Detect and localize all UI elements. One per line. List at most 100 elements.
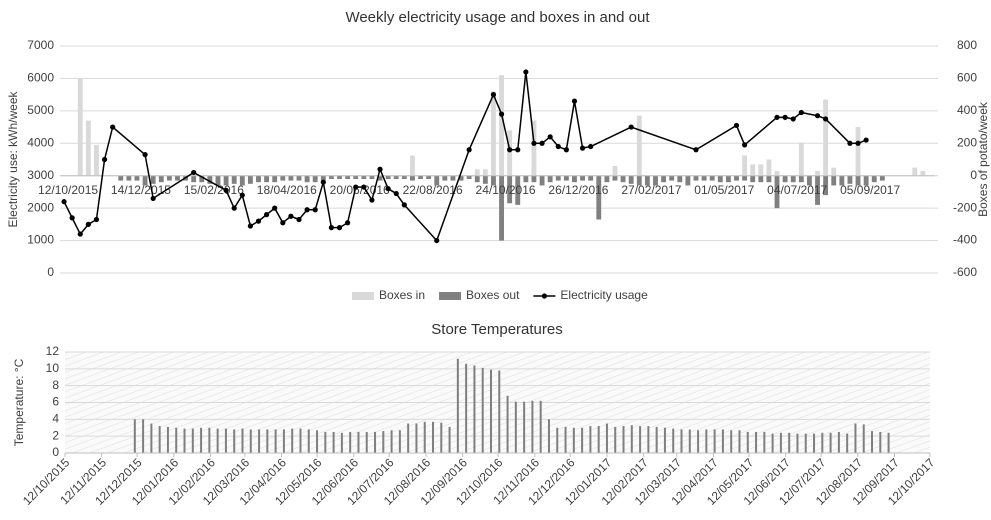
bar [299, 428, 302, 453]
bar [788, 432, 791, 453]
line-marker [93, 216, 100, 223]
line-segment [225, 189, 235, 209]
line-segment [573, 101, 584, 149]
bar [628, 175, 634, 184]
y-tick-label: 2 [52, 428, 59, 442]
bar [871, 175, 877, 183]
y-tick-label: 8 [52, 378, 59, 392]
bar [790, 175, 796, 183]
bar [564, 426, 567, 453]
y2-tick-label: 800 [957, 38, 977, 52]
line-marker [304, 207, 310, 213]
bar [489, 369, 492, 453]
y-tick-label: 2000 [27, 200, 54, 214]
bar [369, 175, 375, 179]
bar [426, 175, 432, 179]
bar [361, 175, 367, 179]
bar [474, 175, 480, 183]
bar [630, 425, 633, 453]
bar [274, 429, 277, 453]
bar [806, 175, 812, 186]
bar [440, 422, 443, 453]
bar [450, 175, 456, 181]
bar [77, 78, 83, 176]
bar [672, 428, 675, 453]
bar [766, 159, 772, 176]
line-segment [71, 217, 81, 235]
bar [771, 433, 774, 453]
bar [126, 175, 132, 181]
bar [291, 428, 294, 453]
bar [307, 429, 310, 453]
chart-title: Store Temperatures [431, 321, 562, 338]
bar [798, 175, 804, 183]
bar [705, 429, 708, 453]
bar [647, 426, 650, 453]
bar [142, 175, 148, 186]
bar [580, 175, 585, 181]
y2-tick-label: 200 [957, 135, 977, 149]
bar [755, 431, 758, 453]
bar [774, 175, 780, 209]
bar [779, 432, 782, 453]
bar [655, 426, 658, 453]
line-marker [345, 220, 351, 226]
bar [415, 423, 418, 453]
line-segment [517, 71, 527, 150]
bar [456, 358, 459, 453]
bar [499, 75, 504, 176]
bar [685, 175, 691, 186]
y2-tick-label: 600 [957, 71, 977, 85]
line-segment [112, 126, 146, 156]
bar [266, 429, 269, 453]
bar [742, 175, 748, 181]
bar [871, 431, 874, 453]
line-marker [288, 213, 294, 219]
bar [324, 431, 327, 453]
line-marker [61, 199, 67, 205]
bar [473, 365, 476, 453]
line-segment [744, 116, 778, 146]
bar [296, 175, 302, 181]
bar [823, 175, 829, 196]
bar [345, 175, 351, 179]
y-tick-label: 5000 [27, 103, 54, 117]
line-marker [814, 113, 821, 119]
line-segment [314, 181, 325, 210]
bar [482, 175, 488, 184]
bar [697, 430, 700, 453]
bar [200, 427, 203, 453]
bar [382, 431, 385, 453]
line-marker [336, 225, 343, 231]
bar [241, 428, 244, 453]
bar [523, 401, 526, 453]
line-segment [525, 71, 535, 144]
x-tick-label: 24/10/2016 [476, 183, 536, 197]
bar [555, 175, 561, 181]
y-tick-label: 7000 [27, 38, 54, 52]
bar [434, 175, 440, 186]
line-marker [823, 116, 829, 122]
bar [142, 419, 145, 453]
line-marker [515, 147, 521, 153]
bar [855, 127, 861, 176]
bar [401, 175, 407, 179]
bar [661, 175, 667, 183]
line-marker [579, 145, 586, 151]
line-marker [782, 114, 788, 120]
bar [256, 175, 261, 183]
line-segment [152, 171, 195, 200]
bar [94, 144, 99, 176]
line-marker [855, 140, 861, 146]
x-tick-label: 05/09/2017 [840, 183, 900, 197]
bar [547, 419, 550, 453]
line-marker [507, 147, 513, 153]
bar [725, 175, 731, 183]
line-segment [63, 201, 73, 219]
bar [589, 426, 592, 453]
bar [448, 426, 451, 453]
line-marker [150, 195, 156, 202]
y2-axis-title: Boxes of potato/week [976, 101, 990, 217]
line-segment [825, 118, 851, 144]
x-tick-label: 26/12/2016 [548, 183, 608, 197]
